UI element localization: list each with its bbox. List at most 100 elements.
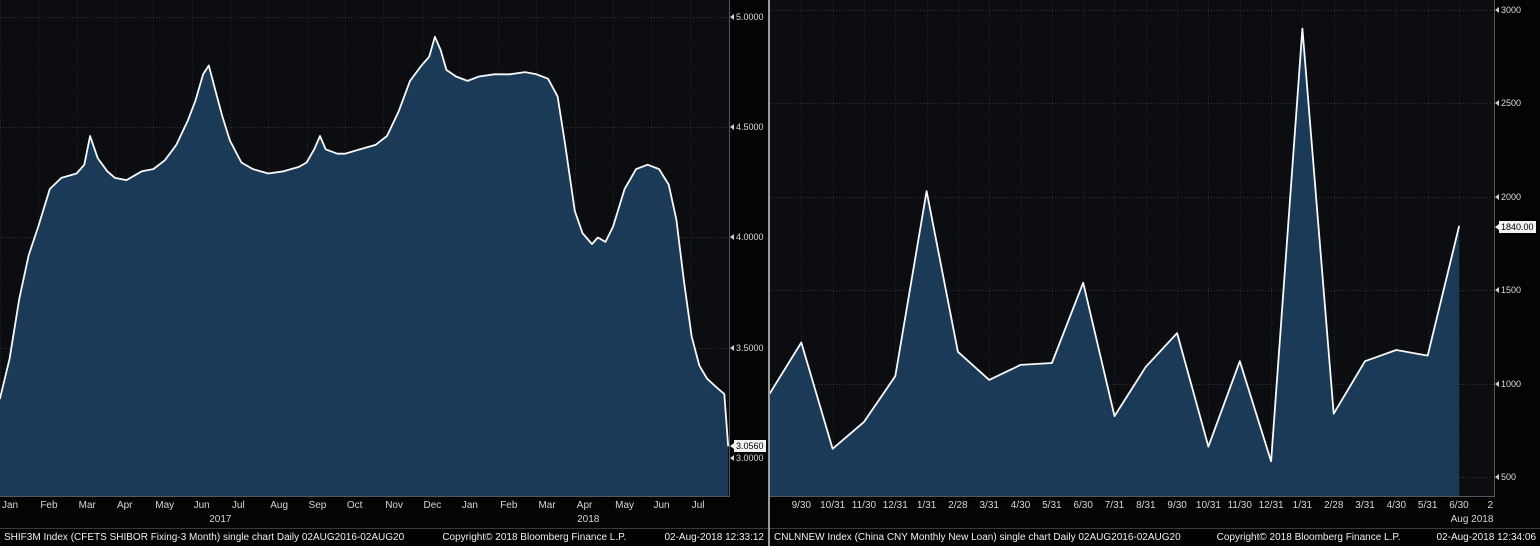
y-tick-label: 3.0000	[730, 453, 764, 463]
x-tick-label: Jul	[231, 500, 245, 511]
x-tick-label: 6/30	[1449, 500, 1469, 511]
x-tick-label: 5/31	[1417, 500, 1438, 511]
x-tick-label: Jul	[691, 500, 705, 511]
new-loans-area-chart[interactable]	[770, 0, 1495, 497]
tick-arrow-icon	[1495, 100, 1499, 107]
x-tick-label: Feb	[500, 500, 518, 511]
last-price-value: 3.0560	[734, 439, 766, 452]
y-tick-label: 500	[1495, 472, 1516, 482]
x-tick-label: Jun	[653, 500, 670, 511]
x-tick-label: May	[155, 500, 175, 511]
panel-divider	[768, 0, 770, 546]
new-loans-year-labels: Aug 2018	[770, 514, 1495, 526]
x-tick-label: 3/31	[1355, 500, 1375, 511]
year-label: Aug 2018	[1450, 514, 1494, 525]
x-tick-label: 12/31	[1258, 500, 1284, 511]
tick-arrow-icon	[730, 234, 734, 241]
y-tick-label: 1000	[1495, 379, 1521, 389]
tick-arrow-icon	[730, 344, 734, 351]
x-tick-label: Sep	[308, 500, 327, 511]
y-tick-value: 4.0000	[736, 232, 764, 243]
y-tick-value: 500	[1501, 472, 1517, 482]
timestamp-text: 02-Aug-2018 12:33:12	[664, 532, 764, 543]
y-tick-value: 4.5000	[736, 122, 764, 133]
x-tick-label: 9/30	[1167, 500, 1187, 511]
x-tick-label: May	[615, 500, 635, 511]
tick-arrow-icon	[730, 454, 734, 461]
y-tick-value: 5.0000	[736, 11, 764, 22]
y-tick-value: 2000	[1501, 191, 1522, 202]
y-tick-value: 1000	[1501, 378, 1522, 389]
x-tick-label: 3/31	[979, 500, 999, 511]
x-tick-label: Oct	[346, 500, 363, 511]
x-tick-label: 11/30	[1227, 500, 1252, 511]
y-tick-label: 3000	[1495, 5, 1521, 15]
x-tick-label: 2	[1487, 500, 1494, 511]
shibor-3m-svg	[0, 0, 730, 497]
y-tick-label: 3.5000	[730, 343, 764, 353]
x-tick-label: 5/31	[1042, 500, 1062, 511]
y-tick-value: 3.5000	[736, 342, 764, 353]
last-price-label: 1840.00	[1495, 220, 1536, 233]
tick-arrow-icon	[1495, 287, 1499, 294]
new-loans-x-axis-labels: 9/30 10/31 11/30 12/31 1/31 2/28 3/31 4/30 5/31 6…	[770, 500, 1495, 512]
x-tick-label: Mar	[78, 500, 96, 511]
new-loans-y-axis: 500 1000 1500 2000 2500 3000 1840.00	[1495, 0, 1540, 497]
tick-arrow-icon	[1495, 193, 1499, 200]
x-tick-label: Aug	[270, 500, 289, 511]
x-tick-label: 4/30	[1386, 500, 1407, 511]
cny-new-loans-svg	[770, 0, 1495, 497]
x-tick-label: Mar	[538, 500, 556, 511]
x-tick-label: 8/31	[1136, 500, 1156, 511]
chart-description-text: CNLNNEW Index (China CNY Monthly New Loa…	[774, 532, 1181, 543]
x-tick-label: 7/31	[1104, 500, 1125, 511]
x-tick-label: 4/30	[1010, 500, 1031, 511]
x-tick-label: 1/31	[916, 500, 937, 511]
new-loans-chart-panel: 500 1000 1500 2000 2500 3000 1840.00 9/30 10/31…	[770, 0, 1540, 546]
x-tick-label: Jan	[461, 500, 478, 511]
x-tick-label: Dec	[423, 500, 442, 511]
y-tick-label: 1500	[1495, 285, 1521, 295]
y-tick-label: 5.0000	[730, 12, 764, 22]
timestamp-text: 02-Aug-2018 12:34:06	[1436, 532, 1537, 543]
y-tick-label: 4.5000	[730, 122, 764, 132]
x-tick-label: Apr	[576, 500, 593, 511]
x-tick-label: Feb	[40, 500, 58, 511]
year-label: 2017	[209, 514, 232, 525]
tick-arrow-icon	[1495, 223, 1499, 230]
y-tick-value: 2500	[1501, 98, 1522, 109]
x-tick-label: Apr	[116, 500, 133, 511]
shibor-footer: SHIF3M Index (CFETS SHIBOR Fixing-3 Mont…	[0, 528, 768, 546]
x-tick-label: Nov	[385, 500, 403, 511]
x-tick-label: 2/28	[1323, 500, 1344, 511]
shibor-chart-panel: 3.0000 3.5000 4.0000 4.5000 5.0000 3.0560 Jan…	[0, 0, 768, 546]
year-label: 2018	[577, 514, 600, 525]
tick-arrow-icon	[730, 124, 734, 131]
x-tick-label: 1/31	[1292, 500, 1313, 511]
x-tick-label: 10/31	[820, 500, 846, 511]
shibor-y-axis: 3.0000 3.5000 4.0000 4.5000 5.0000 3.0560	[730, 0, 768, 497]
x-tick-label: 12/31	[882, 500, 908, 511]
tick-arrow-icon	[1495, 474, 1499, 480]
tick-arrow-icon	[1495, 380, 1499, 387]
x-tick-label: 9/30	[791, 500, 812, 511]
new-loans-footer: CNLNNEW Index (China CNY Monthly New Loa…	[770, 528, 1540, 546]
copyright-text: Copyright© 2018 Bloomberg Finance L.P.	[1216, 532, 1401, 543]
last-price-label: 3.0560	[730, 439, 766, 452]
x-tick-label: 11/30	[851, 500, 877, 511]
y-tick-label: 2000	[1495, 192, 1521, 202]
y-tick-value: 3000	[1501, 4, 1522, 15]
x-tick-label: 2/28	[948, 500, 968, 511]
chart-description-text: SHIF3M Index (CFETS SHIBOR Fixing-3 Mont…	[4, 532, 405, 543]
last-price-value: 1840.00	[1499, 220, 1536, 233]
x-tick-label: Jun	[193, 500, 210, 511]
shibor-area-chart[interactable]	[0, 0, 730, 497]
y-tick-label: 2500	[1495, 98, 1521, 108]
x-tick-label: 6/30	[1073, 500, 1093, 511]
y-tick-value: 3.0000	[736, 452, 764, 463]
y-tick-label: 4.0000	[730, 232, 764, 242]
x-tick-label: 10/31	[1195, 500, 1221, 511]
copyright-text: Copyright© 2018 Bloomberg Finance L.P.	[442, 532, 627, 543]
tick-arrow-icon	[730, 442, 734, 449]
